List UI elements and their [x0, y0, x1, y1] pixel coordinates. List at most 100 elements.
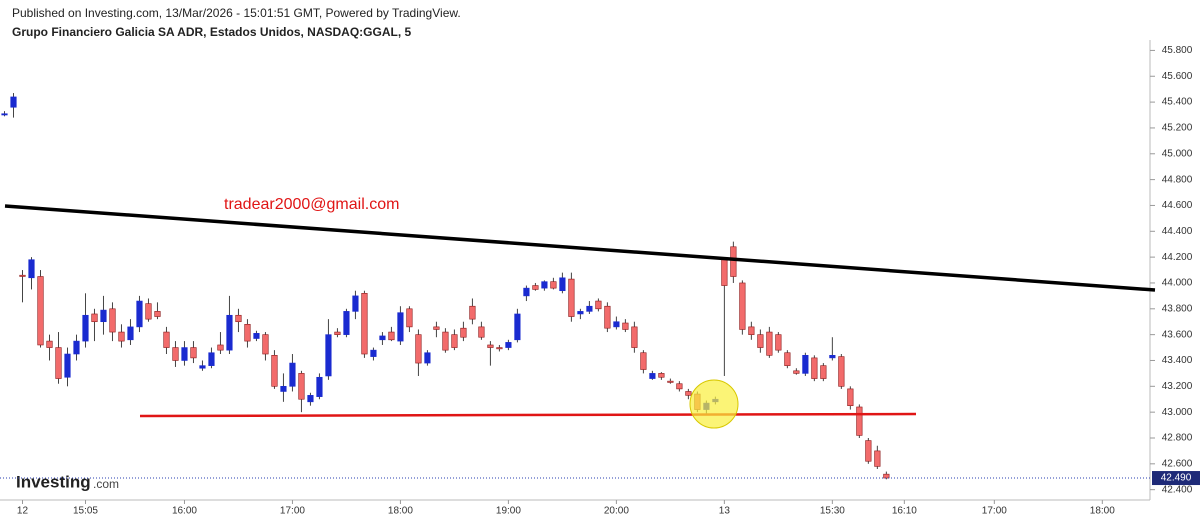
candle-body — [298, 373, 305, 400]
candle-body — [874, 450, 881, 467]
candle-body — [631, 326, 638, 348]
candle-body — [163, 331, 170, 348]
candle-body — [739, 282, 746, 330]
candle-body — [397, 312, 404, 342]
candle-body — [523, 287, 530, 297]
candle-body — [253, 333, 260, 339]
candle-body — [829, 355, 836, 359]
candle-body — [604, 305, 611, 329]
candle-body — [19, 274, 26, 277]
y-tick-label: 45.800 — [1162, 45, 1193, 56]
candle-body — [370, 349, 377, 357]
candle-body — [478, 326, 485, 338]
annotation: tradear2000@gmail.com — [224, 196, 399, 213]
candle-body — [676, 383, 683, 390]
candle-body — [118, 331, 125, 342]
candle-body — [505, 342, 512, 348]
candle-body — [766, 331, 773, 356]
candle-body — [82, 314, 89, 342]
x-tick-label: 18:00 — [388, 506, 413, 517]
y-tick-label: 43.600 — [1162, 329, 1193, 340]
candle-body — [865, 440, 872, 462]
candle-body — [199, 365, 206, 369]
candle-body — [433, 326, 440, 330]
candle-body — [244, 324, 251, 342]
y-tick-label: 42.800 — [1162, 433, 1193, 444]
last-price-box — [1152, 471, 1200, 486]
candle-body — [289, 362, 296, 387]
trend-line — [4, 204, 1156, 292]
candle-body — [388, 331, 395, 341]
candle-body — [325, 334, 332, 377]
candle-body — [541, 281, 548, 289]
candle-body — [469, 305, 476, 320]
candle-body — [280, 386, 287, 392]
axes: 42.400 42.600 42.800 43.000 43.200 43.400 43.6… — [0, 40, 1193, 517]
candle-body — [217, 344, 224, 351]
y-tick-label: 44.200 — [1162, 252, 1193, 263]
candle-body — [316, 376, 323, 397]
candle-body — [181, 347, 188, 361]
candle-body — [235, 314, 242, 323]
candle-body — [208, 352, 215, 366]
x-tick-label: 17:00 — [280, 506, 305, 517]
candle-body — [649, 373, 656, 379]
x-tick-label: 18:00 — [1090, 506, 1115, 517]
candle-body — [802, 355, 809, 374]
candle-body — [154, 311, 161, 317]
candle-body — [847, 388, 854, 406]
candle-body — [415, 334, 422, 364]
y-tick-label: 45.400 — [1162, 97, 1193, 108]
x-tick-label: 20:00 — [604, 506, 629, 517]
candle-body — [262, 334, 269, 355]
candle-body — [271, 355, 278, 387]
candle-body — [64, 353, 71, 378]
x-tick-label: 13 — [719, 506, 731, 517]
candle-body — [883, 473, 890, 479]
candle-body — [577, 311, 584, 315]
chart-subtitle: Grupo Financiero Galicia SA ADR, Estados… — [12, 25, 411, 39]
candle-body — [613, 321, 620, 328]
chart-title: Published on Investing.com, 13/Mar/2026 … — [12, 6, 461, 20]
candle-body — [136, 300, 143, 328]
y-tick-label: 44.600 — [1162, 200, 1193, 211]
candle-body — [748, 326, 755, 335]
candle-body — [640, 352, 647, 370]
candle-body — [100, 309, 107, 323]
x-tick-label: 17:00 — [982, 506, 1007, 517]
candle-body — [595, 300, 602, 310]
watermark: Investing — [16, 472, 91, 491]
candle-body — [451, 334, 458, 348]
candle-body — [91, 313, 98, 323]
candle-body — [568, 278, 575, 317]
y-tick-label: 44.000 — [1162, 278, 1193, 289]
candle-body — [667, 380, 674, 383]
candle-body — [730, 246, 737, 277]
candle-body — [379, 335, 386, 341]
candle-body — [820, 365, 827, 379]
x-tick-label: 16:00 — [172, 506, 197, 517]
y-tick-label: 43.200 — [1162, 381, 1193, 392]
y-tick-label: 45.200 — [1162, 123, 1193, 134]
candle-body — [856, 406, 863, 436]
y-tick-label: 43.400 — [1162, 355, 1193, 366]
last-price-label: 42.490 — [1161, 473, 1192, 484]
candle-body — [757, 334, 764, 348]
highlight-circle — [689, 379, 739, 429]
candle-body — [811, 357, 818, 379]
candle-body — [109, 308, 116, 333]
y-tick-label: 43.000 — [1162, 407, 1193, 418]
candle-body — [37, 276, 44, 346]
candle-body — [442, 331, 449, 351]
support-line — [139, 412, 917, 418]
x-tick-label: 15:30 — [820, 506, 845, 517]
x-tick-label: 12 — [17, 506, 29, 517]
y-tick-label: 43.800 — [1162, 303, 1193, 314]
candle-body — [190, 347, 197, 359]
candle-body — [172, 347, 179, 361]
candle-body — [460, 327, 467, 338]
candle-body — [586, 305, 593, 312]
candle-body — [775, 334, 782, 351]
candle-body — [55, 347, 62, 379]
